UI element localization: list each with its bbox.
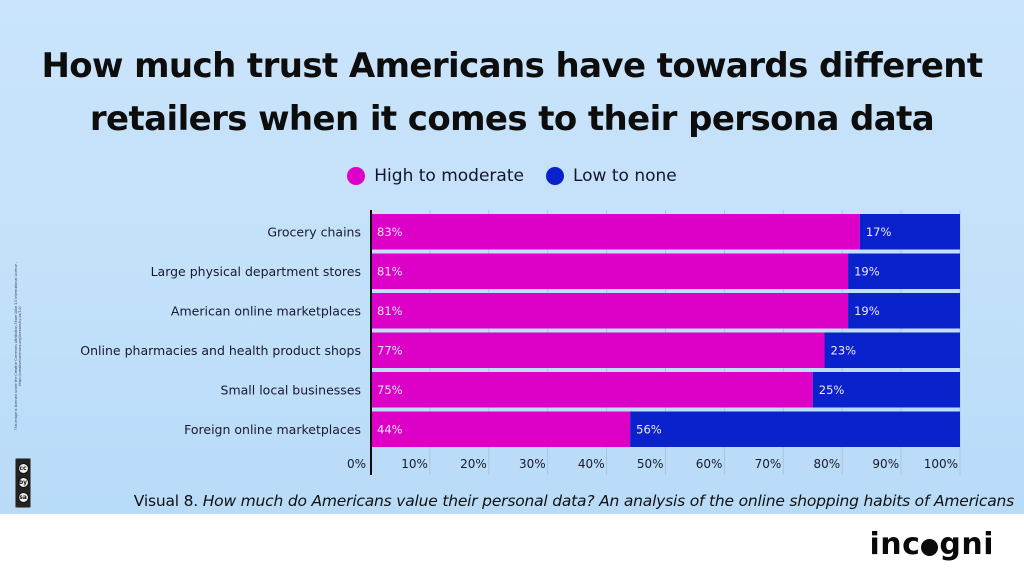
caption-source-title: How much do Americans value their person… (202, 492, 1014, 510)
value-label-low-to-none: 25% (819, 383, 845, 397)
cc-license-badge: cc by sa (15, 458, 31, 508)
chart-title: How much trust Americans have towards di… (0, 40, 1024, 146)
bar-high-to-moderate (371, 214, 860, 250)
value-label-low-to-none: 17% (866, 225, 892, 239)
category-label: American online marketplaces (171, 303, 361, 318)
license-notice: This image is licensed under the Creativ… (12, 236, 24, 456)
value-label-high-to-moderate: 77% (377, 343, 403, 357)
value-label-low-to-none: 23% (831, 343, 857, 357)
bar-chart: 0% 10% 20% 30% 40% 50% 60% 70% 80% 90% 100% Grocery… (80, 210, 961, 475)
category-label: Grocery chains (267, 224, 361, 239)
legend-item-low-to-none: Low to none (545, 166, 677, 186)
bar-low-to-none (848, 293, 960, 329)
logo-text-start: inc (869, 527, 921, 562)
category-label: Small local businesses (221, 382, 361, 397)
x-tick-label: 0% (347, 457, 366, 471)
logo-dot-icon (921, 538, 939, 556)
value-label-low-to-none: 19% (854, 304, 880, 318)
bar-low-to-none (812, 372, 960, 408)
category-label: Foreign online marketplaces (184, 422, 361, 437)
value-label-high-to-moderate: 81% (377, 304, 403, 318)
value-label-high-to-moderate: 81% (377, 264, 403, 278)
chart-legend: High to moderate Low to none (0, 166, 1024, 186)
title-line-2: retailers when it comes to their persona… (89, 99, 935, 139)
x-tick-label: 90% (872, 457, 899, 471)
cc-icon: cc (17, 462, 29, 474)
caption-prefix: Visual 8. (133, 492, 198, 510)
x-tick-label: 100% (924, 457, 958, 471)
legend-swatch-low-to-none (545, 167, 564, 185)
bar-high-to-moderate (371, 253, 849, 289)
category-label: Online pharmacies and health product sho… (80, 343, 361, 358)
bar-low-to-none (859, 214, 960, 250)
legend-item-high-to-moderate: High to moderate (347, 166, 524, 186)
value-label-high-to-moderate: 83% (377, 225, 403, 239)
title-line-1: How much trust Americans have towards di… (41, 46, 983, 86)
value-label-high-to-moderate: 44% (377, 422, 403, 436)
incogni-logo: inc gni (869, 527, 994, 562)
x-tick-label: 80% (814, 457, 841, 471)
legend-swatch-high-to-moderate (347, 167, 366, 185)
bar-high-to-moderate (371, 372, 813, 408)
value-label-low-to-none: 19% (854, 264, 880, 278)
x-tick-label: 10% (401, 457, 428, 471)
bar-low-to-none (630, 411, 960, 447)
logo-text-end: gni (939, 527, 994, 562)
x-tick-label: 60% (696, 457, 723, 471)
bar-low-to-none (824, 332, 960, 368)
license-text: This image is licensed under the Creativ… (13, 261, 22, 431)
figure-caption: Visual 8. How much do Americans value th… (0, 492, 1024, 510)
bar-high-to-moderate (371, 411, 631, 447)
legend-label-low-to-none: Low to none (572, 166, 677, 186)
x-tick-label: 30% (519, 457, 546, 471)
x-tick-label: 70% (755, 457, 782, 471)
x-tick-label: 50% (637, 457, 664, 471)
bar-high-to-moderate (371, 332, 825, 368)
category-label: Large physical department stores (151, 264, 361, 279)
bar-high-to-moderate (371, 293, 849, 329)
by-icon: by (17, 477, 29, 489)
x-tick-label: 20% (460, 457, 487, 471)
sa-icon: sa (17, 492, 29, 504)
legend-label-high-to-moderate: High to moderate (374, 166, 524, 186)
value-label-low-to-none: 56% (636, 422, 662, 436)
value-label-high-to-moderate: 75% (377, 383, 403, 397)
bar-low-to-none (848, 253, 960, 289)
x-tick-label: 40% (578, 457, 605, 471)
